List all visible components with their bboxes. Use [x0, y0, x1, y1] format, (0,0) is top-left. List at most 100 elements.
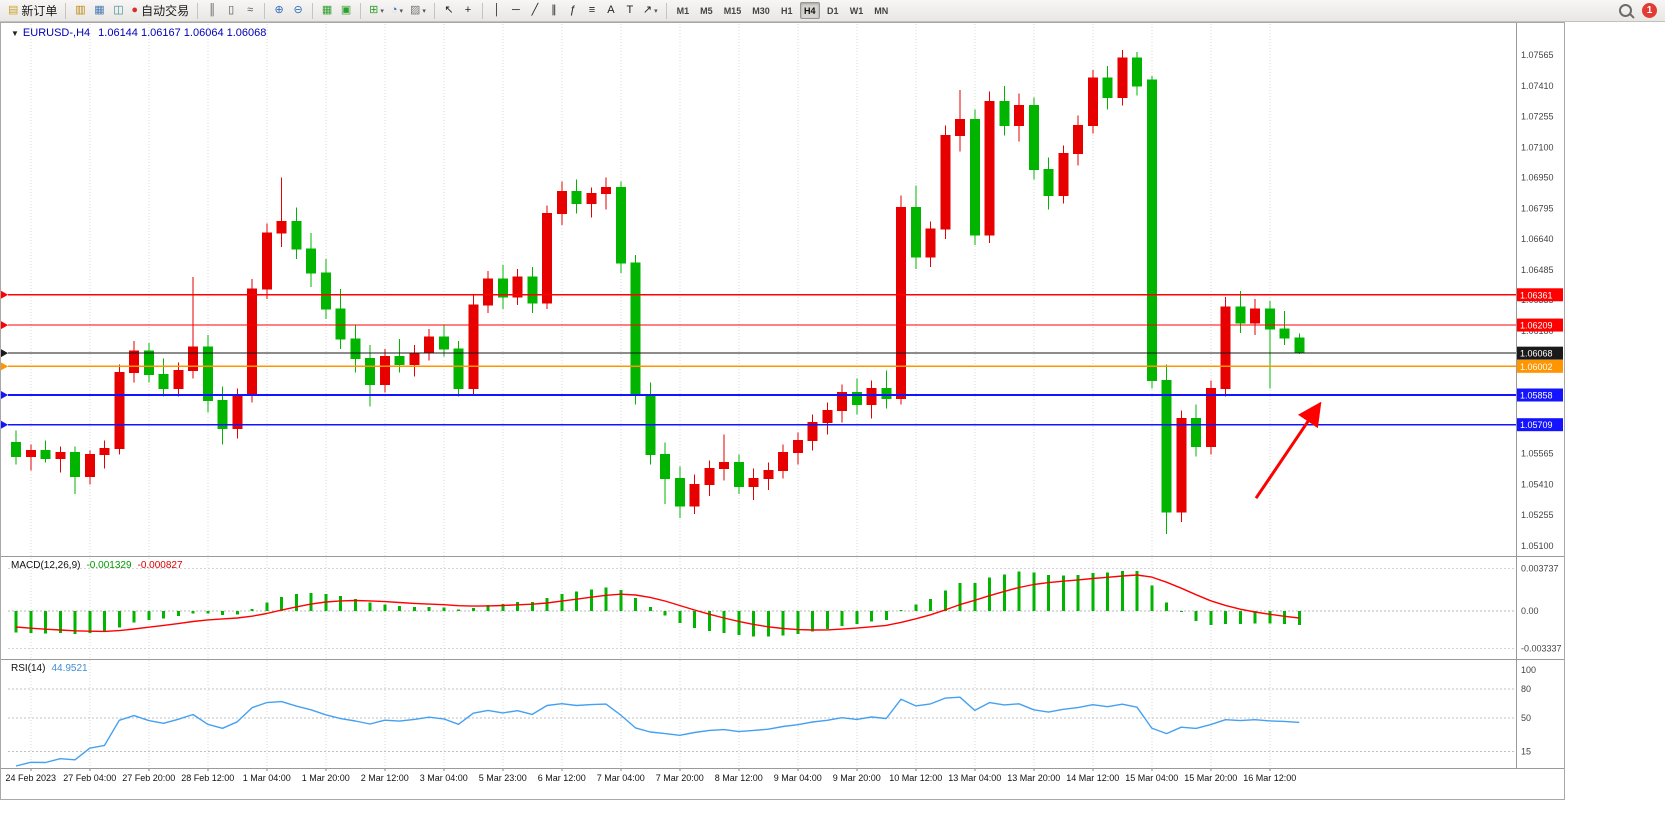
support-line-upper-left-marker — [1, 391, 8, 400]
fibonacci-button[interactable]: ƒ — [564, 2, 582, 20]
notification-badge[interactable]: 1 — [1642, 3, 1657, 18]
price-axis[interactable] — [1517, 24, 1565, 768]
candle-81 — [1205, 380, 1216, 455]
tile-windows-icon: ▦ — [321, 4, 333, 16]
rsi-axis-label: 80 — [1521, 684, 1531, 694]
time-axis-label: 9 Mar 20:00 — [833, 773, 881, 783]
candle-69 — [1028, 97, 1039, 180]
time-axis-label: 13 Mar 04:00 — [948, 773, 1001, 783]
label-button[interactable]: T — [621, 2, 639, 20]
cascade-windows-icon: ▣ — [340, 4, 352, 16]
timeframe-button-H4[interactable]: H4 — [799, 2, 820, 19]
new-order-button[interactable]: ▤ 新订单 — [5, 2, 60, 20]
timeframe-button-M1[interactable]: M1 — [673, 2, 694, 19]
toolbar-right-group: 1 — [1619, 3, 1657, 18]
time-axis-label: 8 Mar 12:00 — [715, 773, 763, 783]
candle-83 — [1235, 290, 1246, 333]
bar-chart-button[interactable]: ║ — [203, 2, 221, 20]
timeframe-button-M30[interactable]: M30 — [748, 2, 774, 19]
time-axis-label: 27 Feb 04:00 — [63, 773, 116, 783]
tile-windows-button[interactable]: ▦ — [318, 2, 336, 20]
template-button[interactable]: ▨ ▾ — [407, 2, 429, 20]
market-watch-button[interactable]: ◫ — [109, 2, 127, 20]
timeframe-button-W1[interactable]: W1 — [846, 2, 868, 19]
add-indicator-button[interactable]: ⊞ ▾ — [366, 2, 387, 20]
candle-79 — [1176, 410, 1187, 523]
zoom-out-button[interactable]: ⊖ — [289, 2, 307, 20]
candle-9 — [143, 342, 154, 383]
dropdown-caret-icon: ▾ — [380, 7, 384, 15]
arrows-icon: ↗ — [642, 4, 653, 16]
time-axis[interactable] — [8, 769, 1516, 789]
candle-77 — [1146, 75, 1157, 389]
crosshair-button[interactable]: + — [459, 2, 477, 20]
timeframe-button-MN[interactable]: MN — [870, 2, 892, 19]
text-icon: A — [607, 4, 615, 16]
time-axis-label: 16 Mar 12:00 — [1243, 773, 1296, 783]
one-click-trading-toggle-icon[interactable]: ▼ — [11, 29, 19, 38]
chart-window-border — [0, 22, 1565, 800]
time-axis-label: 7 Mar 20:00 — [656, 773, 704, 783]
time-axis-label: 28 Feb 12:00 — [181, 773, 234, 783]
rsi-axis-label: 15 — [1521, 747, 1531, 757]
price-axis-tick: 1.06795 — [1521, 203, 1554, 213]
candle-53 — [792, 432, 803, 465]
candle-68 — [1014, 93, 1024, 142]
candle-44 — [660, 442, 670, 505]
bid-price-line-left-marker — [1, 349, 8, 358]
candlestick-chart-button[interactable]: ▯ — [222, 2, 240, 20]
time-axis-label: 7 Mar 04:00 — [597, 773, 645, 783]
grid-button[interactable]: ≡ — [583, 2, 601, 20]
search-icon[interactable] — [1619, 4, 1632, 17]
resistance-line-lower-price-box — [1517, 318, 1563, 332]
timeframe-button-M15[interactable]: M15 — [720, 2, 746, 19]
timeframe-button-D1[interactable]: D1 — [823, 2, 843, 19]
channel-button[interactable]: ∥ — [545, 2, 563, 20]
cursor-button[interactable]: ↖ — [440, 2, 458, 20]
new-order-icon: ▤ — [8, 4, 19, 16]
support-line-lower-left-marker — [1, 420, 8, 429]
candle-47 — [704, 460, 715, 497]
add-indicator-icon: ⊞ — [369, 4, 379, 16]
trendline-button[interactable]: ╱ — [526, 2, 544, 20]
chart-canvas[interactable]: 0.003737 0.00 -0.003337 100 80 50 15 1.07565 1.0… — [0, 22, 1565, 800]
chart-symbol-period: EURUSD-,H4 — [22, 27, 91, 39]
candle-70 — [1043, 157, 1054, 210]
timeframe-button-H1[interactable]: H1 — [777, 2, 797, 19]
candle-19 — [291, 207, 302, 260]
candle-63 — [940, 125, 951, 240]
candle-67 — [999, 85, 1010, 136]
horizontal-line-button[interactable]: ─ — [507, 2, 525, 20]
line-chart-button[interactable]: ≈ — [241, 2, 259, 20]
candle-58 — [866, 380, 877, 419]
zoom-in-button[interactable]: ⊕ — [270, 2, 288, 20]
new-chart-button[interactable]: ▥ — [71, 2, 89, 20]
arrows-button[interactable]: ↗ ▾ — [640, 2, 661, 20]
auto-trading-button[interactable]: ● 自动交易 — [128, 2, 192, 20]
candle-80 — [1191, 404, 1201, 457]
profiles-button[interactable]: ▦ — [90, 2, 108, 20]
support-line-lower-price-box-label: 1.05709 — [1520, 420, 1553, 430]
candle-40 — [601, 177, 611, 210]
rsi-axis-label: 50 — [1521, 713, 1531, 723]
trend-arrow-annotation[interactable] — [1254, 401, 1322, 500]
cascade-windows-button[interactable]: ▣ — [337, 2, 355, 20]
candle-4 — [70, 446, 80, 495]
timeframe-button-M5[interactable]: M5 — [696, 2, 717, 19]
candle-64 — [955, 89, 965, 152]
candle-48 — [719, 434, 729, 481]
macd-indicator-label: MACD(12,26,9) -0.001329 -0.000827 — [11, 560, 183, 571]
candle-22 — [335, 289, 346, 349]
period-button[interactable]: ◔ ▾ — [388, 2, 406, 20]
vertical-line-button[interactable]: │ — [488, 2, 506, 20]
chart-plot-area[interactable] — [8, 24, 1516, 768]
candle-78 — [1161, 364, 1172, 535]
price-axis-tick: 1.07410 — [1521, 81, 1554, 91]
macd-axis-label: -0.003337 — [1521, 644, 1562, 654]
crosshair-icon: + — [464, 4, 472, 16]
text-button[interactable]: A — [602, 2, 620, 20]
vertical-line-icon: │ — [493, 4, 501, 16]
candle-85 — [1264, 300, 1275, 389]
candle-66 — [984, 91, 995, 244]
time-axis-label: 15 Mar 20:00 — [1184, 773, 1237, 783]
